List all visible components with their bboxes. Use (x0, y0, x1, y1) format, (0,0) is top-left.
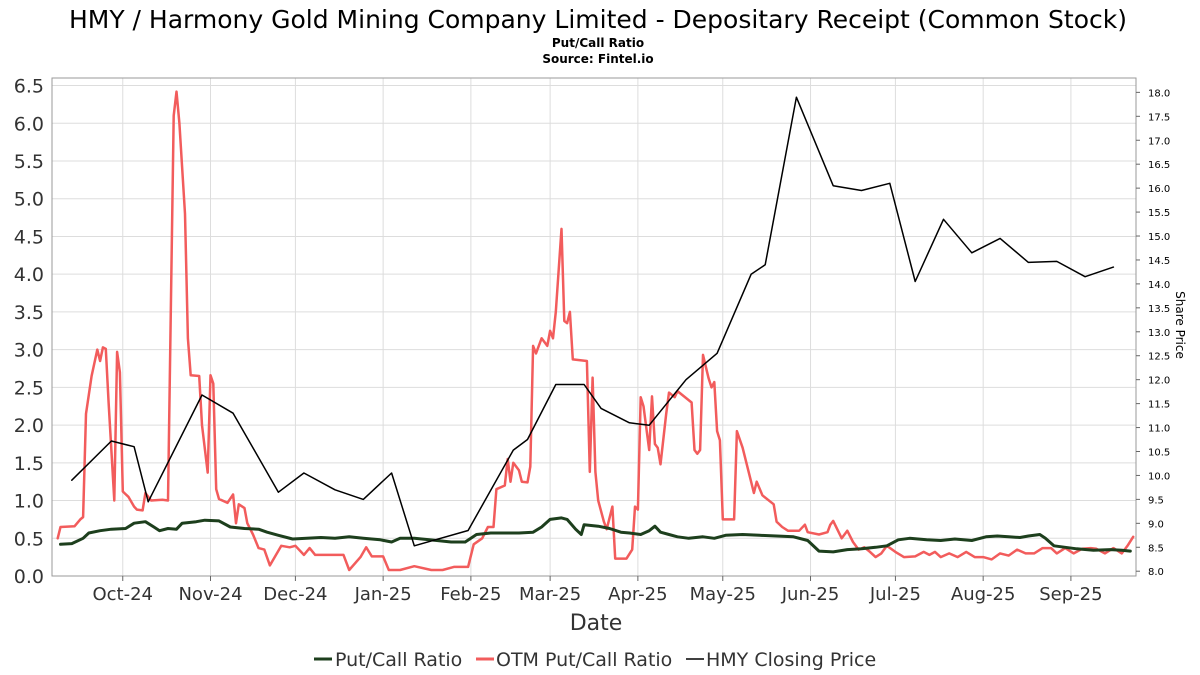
left-axis: 0.0 0.5 1.0 1.5 2.0 2.5 3.0 3.5 4.0 4.5 5.0 5.5 6.0 6… (14, 76, 44, 588)
left-tick-label: 6.0 (14, 113, 44, 135)
right-tick-label: 12.5 (1148, 352, 1170, 363)
legend-otm: OTM Put/Call Ratio (496, 649, 672, 671)
x-tick-label: Mar-25 (519, 584, 581, 605)
right-axis-label: Share Price (1173, 291, 1187, 359)
right-tick-label: 18.0 (1148, 88, 1170, 99)
x-tick-label: Oct-24 (92, 584, 153, 605)
right-tick-label: 9.0 (1148, 519, 1164, 530)
right-tick-label: 10.0 (1148, 471, 1170, 482)
left-tick-label: 0.0 (14, 566, 44, 588)
right-tick-label: 13.5 (1148, 304, 1170, 315)
right-tick-label: 15.5 (1148, 208, 1170, 219)
left-tick-label: 2.0 (14, 415, 44, 437)
x-tick-label: Nov-24 (178, 584, 242, 605)
right-tick-label: 11.0 (1148, 424, 1170, 435)
right-tick-label: 14.5 (1148, 256, 1170, 267)
right-tick-label: 16.0 (1148, 184, 1170, 195)
plot-area (51, 77, 1137, 577)
left-tick-label: 6.5 (14, 76, 44, 98)
left-tick-label: 4.5 (14, 226, 44, 248)
x-axis: Oct-24 Nov-24 Dec-24 Jan-25 Feb-25 Mar-25 Apr-… (92, 576, 1103, 605)
right-axis: 8.0 8.5 9.0 9.5 10.0 10.5 11.0 11.5 12.0 12.5 13.0… (1136, 88, 1170, 578)
left-tick-label: 4.0 (14, 264, 44, 286)
series-line-hmy-closing-price (71, 96, 1115, 547)
left-tick-label: 5.0 (14, 189, 44, 211)
series-line-otm-put-call-ratio (56, 90, 1135, 572)
right-tick-label: 12.0 (1148, 376, 1170, 387)
right-tick-label: 17.0 (1148, 136, 1170, 147)
left-tick-label: 1.0 (14, 491, 44, 513)
series-line-put-call-ratio (59, 516, 1132, 554)
right-tick-label: 15.0 (1148, 232, 1170, 243)
grid (52, 78, 1136, 577)
x-tick-label: Feb-25 (440, 584, 501, 605)
left-tick-label: 3.5 (14, 302, 44, 324)
right-tick-label: 16.5 (1148, 160, 1170, 171)
x-tick-label: Jun-25 (781, 584, 840, 605)
left-tick-label: 1.5 (14, 453, 44, 475)
right-tick-label: 10.5 (1148, 448, 1170, 459)
x-axis-label: Date (570, 611, 623, 636)
x-tick-label: Apr-25 (608, 584, 667, 605)
x-tick-label: Jul-25 (869, 584, 921, 605)
right-tick-label: 8.0 (1148, 567, 1164, 578)
chart-title: HMY / Harmony Gold Mining Company Limite… (69, 5, 1127, 34)
left-tick-label: 2.5 (14, 377, 44, 399)
right-tick-label: 17.5 (1148, 112, 1170, 123)
left-tick-label: 5.5 (14, 151, 44, 173)
right-tick-label: 14.0 (1148, 280, 1170, 291)
chart-subtitle: Put/Call Ratio (552, 36, 644, 50)
legend: Put/Call Ratio OTM Put/Call Ratio HMY Cl… (314, 649, 876, 671)
x-tick-label: Sep-25 (1039, 584, 1102, 605)
right-tick-label: 9.5 (1148, 495, 1164, 506)
x-tick-label: Aug-25 (951, 584, 1016, 605)
left-tick-label: 0.5 (14, 528, 44, 550)
left-tick-label: 3.0 (14, 340, 44, 362)
x-tick-label: May-25 (690, 584, 756, 605)
series-layer (56, 90, 1135, 572)
legend-put-call: Put/Call Ratio (335, 649, 462, 671)
x-tick-label: Dec-24 (263, 584, 327, 605)
right-tick-label: 11.5 (1148, 400, 1170, 411)
right-tick-label: 13.0 (1148, 328, 1170, 339)
x-tick-label: Jan-25 (354, 584, 412, 605)
right-tick-label: 8.5 (1148, 543, 1164, 554)
chart-source: Source: Fintel.io (542, 52, 653, 66)
legend-price: HMY Closing Price (706, 649, 876, 671)
